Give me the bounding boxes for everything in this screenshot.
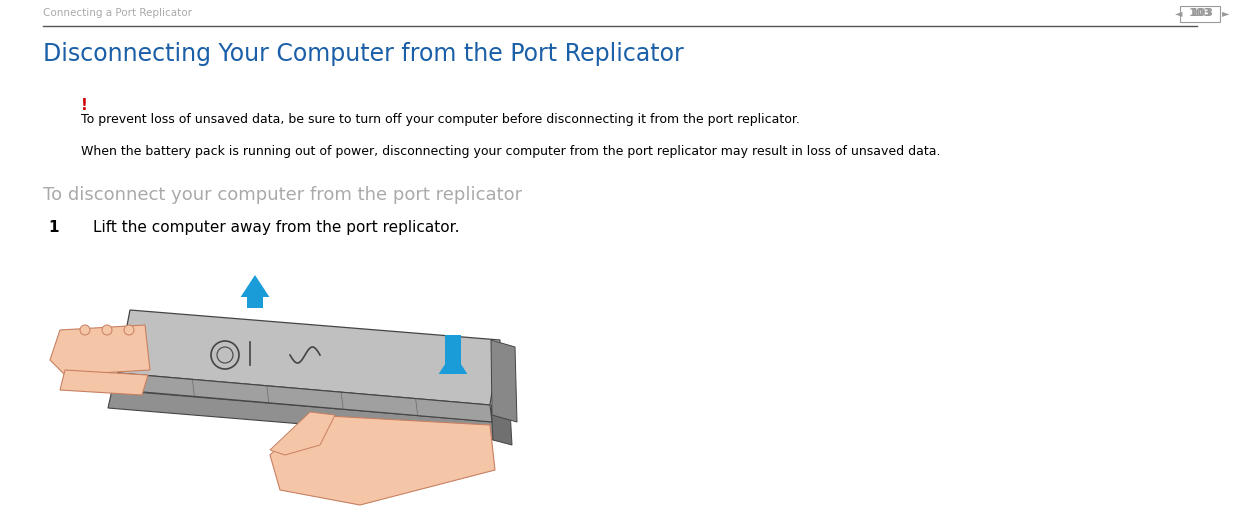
Polygon shape (445, 335, 461, 374)
Text: Connecting a Port Replicator: Connecting a Port Replicator (43, 8, 192, 18)
Text: ◄: ◄ (1176, 8, 1183, 18)
Polygon shape (241, 275, 269, 297)
Polygon shape (270, 415, 495, 505)
Text: Disconnecting Your Computer from the Port Replicator: Disconnecting Your Computer from the Por… (43, 42, 684, 66)
Text: 103: 103 (1188, 8, 1211, 18)
Polygon shape (60, 370, 148, 395)
Circle shape (102, 325, 112, 335)
Text: To prevent loss of unsaved data, be sure to turn off your computer before discon: To prevent loss of unsaved data, be sure… (81, 113, 800, 126)
Text: To disconnect your computer from the port replicator: To disconnect your computer from the por… (43, 186, 522, 204)
Polygon shape (50, 325, 150, 375)
Text: !: ! (81, 98, 88, 113)
Polygon shape (439, 352, 467, 374)
Polygon shape (108, 390, 497, 440)
Text: Lift the computer away from the port replicator.: Lift the computer away from the port rep… (93, 220, 460, 235)
Polygon shape (491, 340, 517, 422)
Text: ►: ► (1221, 8, 1230, 18)
Bar (1180, 6, 1220, 22)
Polygon shape (247, 297, 263, 308)
Polygon shape (118, 310, 500, 405)
Polygon shape (118, 373, 492, 422)
Text: 103: 103 (1190, 8, 1214, 18)
Text: 1: 1 (48, 220, 60, 235)
Circle shape (124, 325, 134, 335)
Text: When the battery pack is running out of power, disconnecting your computer from : When the battery pack is running out of … (81, 145, 940, 158)
Polygon shape (491, 405, 512, 445)
Circle shape (81, 325, 91, 335)
Polygon shape (270, 412, 335, 455)
